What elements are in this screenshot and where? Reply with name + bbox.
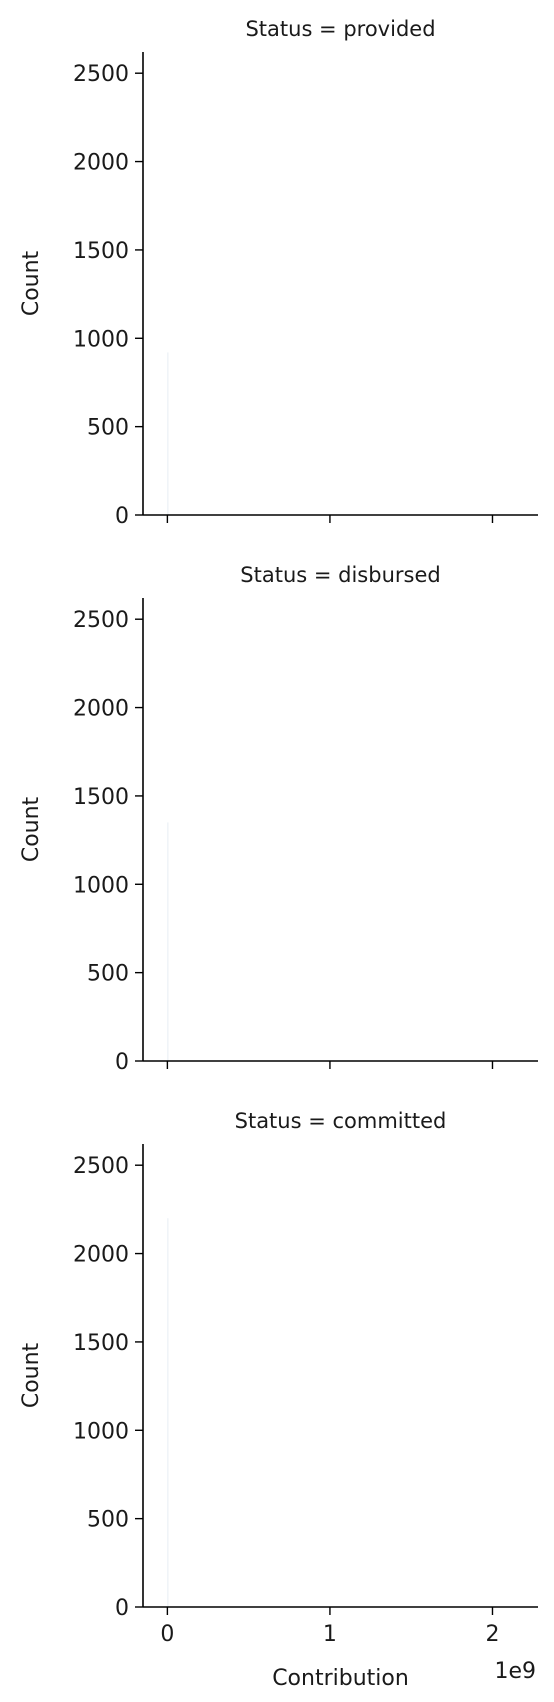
- histogram-bar: [167, 822, 168, 1061]
- x-tick-label: 2: [485, 1622, 499, 1647]
- y-tick-label: 500: [87, 1508, 129, 1533]
- y-tick-label: 2500: [73, 62, 129, 87]
- y-tick-label: 1500: [73, 1331, 129, 1356]
- histogram-bar: [167, 352, 168, 515]
- x-axis-title: Contribution: [272, 1666, 409, 1691]
- y-tick-label: 0: [115, 1050, 129, 1075]
- y-axis-title: Count: [19, 1342, 44, 1408]
- x-tick-label: 1: [323, 1622, 337, 1647]
- x-axis-offset-label: 1e9: [494, 1659, 536, 1684]
- y-tick-label: 2000: [73, 697, 129, 722]
- y-tick-label: 2500: [73, 608, 129, 633]
- y-tick-label: 500: [87, 962, 129, 987]
- y-axis-title: Count: [19, 250, 44, 316]
- y-tick-label: 500: [87, 416, 129, 441]
- y-tick-label: 1000: [73, 327, 129, 352]
- y-axis-title: Count: [19, 796, 44, 862]
- y-tick-label: 0: [115, 504, 129, 529]
- y-tick-label: 2000: [73, 151, 129, 176]
- y-tick-label: 1500: [73, 239, 129, 264]
- histogram-bar: [167, 1218, 168, 1607]
- panel-title: Status = disbursed: [240, 563, 440, 587]
- panel-title: Status = committed: [235, 1109, 447, 1133]
- y-tick-label: 2000: [73, 1243, 129, 1268]
- y-tick-label: 2500: [73, 1154, 129, 1179]
- y-tick-label: 0: [115, 1596, 129, 1621]
- y-tick-label: 1000: [73, 873, 129, 898]
- x-tick-label: 0: [160, 1622, 174, 1647]
- y-tick-label: 1000: [73, 1419, 129, 1444]
- panel-title: Status = provided: [245, 17, 435, 41]
- y-tick-label: 1500: [73, 785, 129, 810]
